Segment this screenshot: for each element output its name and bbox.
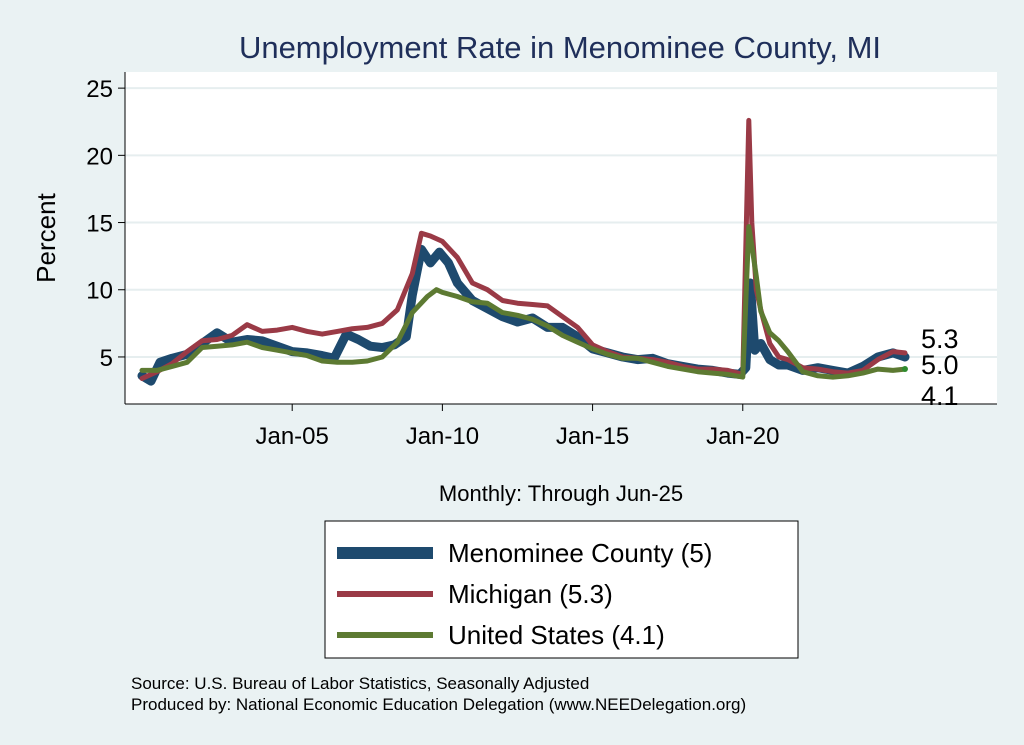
us-end-point — [901, 366, 908, 373]
x-tick-label: Jan-05 — [255, 423, 328, 450]
end-label-michigan: 5.3 — [921, 324, 959, 354]
x-ticks: Jan-05 Jan-10 Jan-15 Jan-20 — [255, 404, 779, 450]
source-note: Source: U.S. Bureau of Labor Statistics,… — [131, 674, 589, 693]
gridlines — [125, 87, 997, 358]
legend-entry: Menominee County (5) — [448, 538, 712, 568]
y-tick-label: 20 — [86, 143, 113, 170]
producer-note: Produced by: National Economic Education… — [131, 695, 746, 714]
y-tick-label: 10 — [86, 278, 113, 305]
series-line-menominee-county — [137, 244, 910, 386]
legend-entry: Michigan (5.3) — [448, 579, 613, 609]
y-ticks: 5 10 15 20 25 — [86, 76, 125, 372]
x-tick-label: Jan-15 — [556, 423, 629, 450]
end-labels: 5.35.04.1 — [901, 324, 959, 411]
y-axis-label: Percent — [31, 192, 61, 282]
x-axis-label: Monthly: Through Jun-25 — [439, 481, 683, 506]
chart-title: Unemployment Rate in Menominee County, M… — [239, 30, 881, 65]
end-label-menominee-county: 5.0 — [921, 350, 959, 380]
y-tick-label: 15 — [86, 211, 113, 238]
end-label-united-states: 4.1 — [921, 381, 959, 411]
x-tick-label: Jan-20 — [706, 423, 779, 450]
plot-area — [125, 72, 997, 404]
y-tick-label: 5 — [100, 345, 113, 372]
legend-entry: United States (4.1) — [448, 620, 665, 650]
series-lines — [137, 117, 910, 386]
series-line-michigan — [139, 117, 908, 381]
legend: Menominee County (5) Michigan (5.3) United… — [324, 520, 799, 659]
x-tick-label: Jan-10 — [406, 423, 479, 450]
y-tick-label: 25 — [86, 76, 113, 103]
series-line-united-states — [139, 224, 908, 380]
